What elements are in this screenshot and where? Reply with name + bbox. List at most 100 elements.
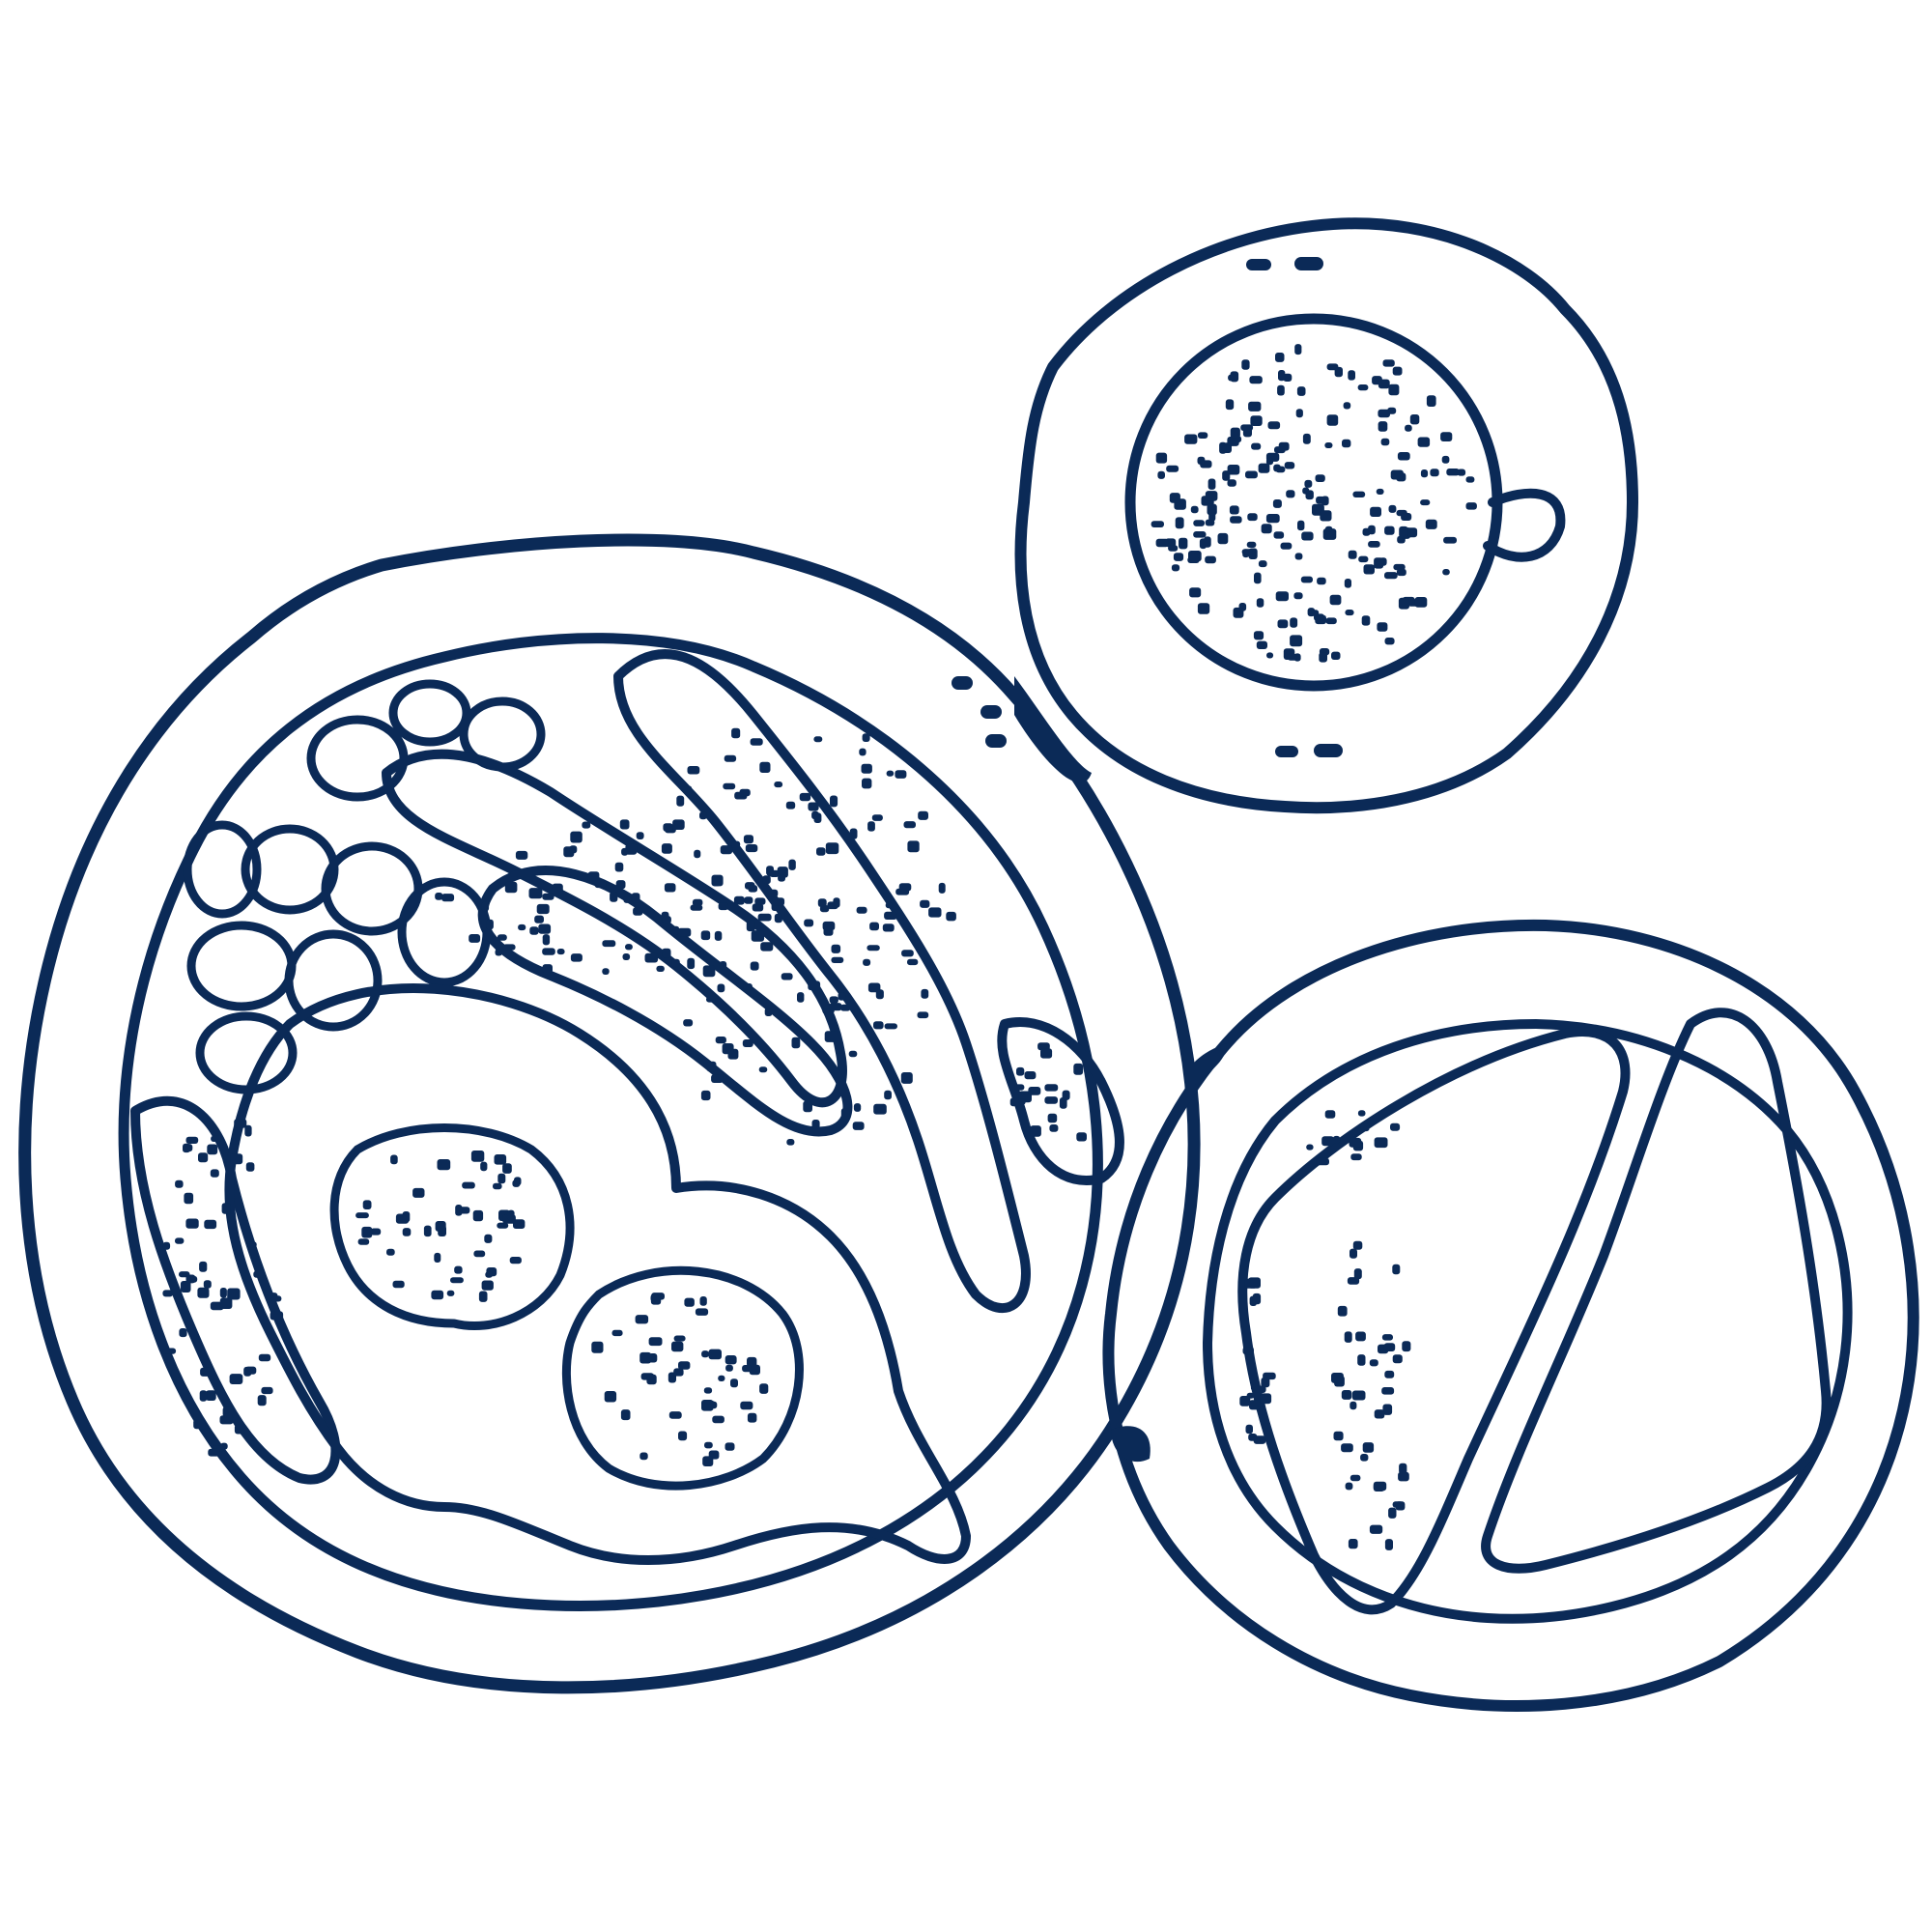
stipple-dot: [1347, 1277, 1360, 1285]
stipple-dot: [1241, 549, 1253, 555]
stipple-dot: [536, 903, 550, 915]
stipple-dot: [831, 944, 841, 953]
stipple-dot: [185, 1136, 199, 1144]
stipple-dot: [1028, 1087, 1041, 1095]
stipple-dot: [903, 821, 916, 829]
stipple-dot: [848, 1050, 858, 1058]
stipple-dot: [1290, 635, 1303, 647]
stipple-dot: [1205, 491, 1218, 501]
stipple-dot: [1241, 359, 1250, 370]
stipple-dot: [180, 1281, 191, 1293]
stipple-dot: [486, 919, 494, 930]
stipple-dot: [861, 763, 872, 774]
stipple-dot: [1197, 603, 1210, 614]
stipple-dot: [743, 983, 753, 990]
stipple-dot: [882, 923, 895, 932]
stipple-dot: [885, 901, 893, 909]
stipple-dot: [1254, 572, 1262, 584]
stipple-dot: [702, 965, 716, 978]
stipple-dot: [1348, 1539, 1358, 1549]
stipple-dot: [1283, 373, 1293, 382]
stipple-dot: [1260, 1393, 1272, 1405]
stipple-dot: [863, 958, 871, 966]
stipple-dot: [551, 887, 563, 895]
stipple-dot: [673, 1368, 684, 1377]
stipple-dot: [799, 792, 811, 802]
stipple-dot: [829, 1003, 842, 1011]
stipple-dot: [207, 1144, 218, 1155]
stipple-dot: [677, 927, 692, 937]
stipple-dot: [224, 1412, 233, 1423]
stipple-dot: [633, 907, 643, 916]
stipple-dot: [886, 770, 895, 777]
stipple-dot: [739, 788, 751, 797]
stipple-dot: [1207, 503, 1217, 516]
stipple-dot: [852, 1122, 865, 1130]
stipple-dot: [362, 1200, 372, 1209]
stipple-dot: [229, 1374, 243, 1384]
stipple-dot: [1044, 1084, 1059, 1092]
stipple-dot: [542, 934, 551, 946]
stipple-dot: [1151, 521, 1164, 527]
stipple-dot: [901, 950, 914, 957]
breakfast-plate-inner-well: [118, 633, 1103, 1611]
stipple-dot: [1267, 421, 1281, 430]
stipple-dot: [1287, 653, 1297, 661]
stipple-dot: [706, 996, 716, 1003]
stipple-dot: [1247, 513, 1258, 522]
stipple-dot: [412, 1187, 425, 1198]
stipple-dot: [1294, 553, 1303, 560]
stipple-dot: [701, 1350, 709, 1358]
stipple-dot: [708, 1349, 722, 1360]
stipple-dot: [183, 1143, 190, 1153]
stipple-dot: [211, 1135, 222, 1142]
stipple-dot: [760, 942, 774, 952]
fried-egg-yolk: [561, 1265, 804, 1491]
stipple-dot: [220, 1442, 228, 1450]
stipple-dot: [700, 1090, 711, 1101]
stipple-dot: [1302, 433, 1311, 444]
stipple-dot: [1205, 519, 1215, 526]
stipple-dot: [542, 948, 555, 955]
stipple-dot: [731, 727, 741, 739]
stipple-dot: [1337, 1305, 1348, 1317]
stipple-dot: [731, 840, 741, 848]
stipple-dot: [1351, 1390, 1366, 1401]
stipple-dot: [771, 897, 785, 906]
stipple-dot: [1465, 502, 1477, 510]
stipple-dot: [610, 892, 618, 902]
stipple-dot: [1446, 469, 1460, 476]
stipple-dot: [1315, 474, 1325, 482]
stipple-dot: [529, 926, 539, 935]
stipple-dot: [234, 1424, 245, 1435]
stipple-dot: [450, 1277, 464, 1284]
stipple-dot: [1169, 493, 1180, 503]
table-shadows: [1014, 676, 1227, 1463]
stipple-dot: [1272, 499, 1282, 508]
stipple-dot: [733, 895, 745, 905]
stipple-dot: [1350, 1153, 1362, 1161]
stipple-dot: [507, 1209, 515, 1221]
stipple-dot: [750, 738, 763, 746]
stipple-dot: [639, 1452, 648, 1461]
stipple-dot: [221, 1203, 231, 1214]
stipple-dot: [662, 948, 671, 958]
breakfast-plate: [18, 533, 1201, 1694]
stipple-dot: [1344, 1331, 1352, 1343]
stipple-dot: [699, 811, 707, 820]
stipple-dot: [723, 782, 736, 790]
stipple-dot: [625, 843, 638, 855]
stipple-dot: [502, 944, 516, 951]
stipple-dot: [621, 847, 629, 856]
stipple-dot: [538, 923, 552, 934]
stipple-dot: [162, 1241, 171, 1250]
stipple-dot: [813, 736, 823, 743]
stipple-dot: [671, 1341, 684, 1352]
stipple-dot: [1381, 1387, 1395, 1395]
stipple-dot: [261, 1386, 273, 1395]
stipple-dot: [867, 821, 875, 832]
stipple-dot: [749, 1364, 760, 1376]
stipple-dot: [817, 898, 827, 907]
stipple-dot: [1352, 491, 1366, 497]
